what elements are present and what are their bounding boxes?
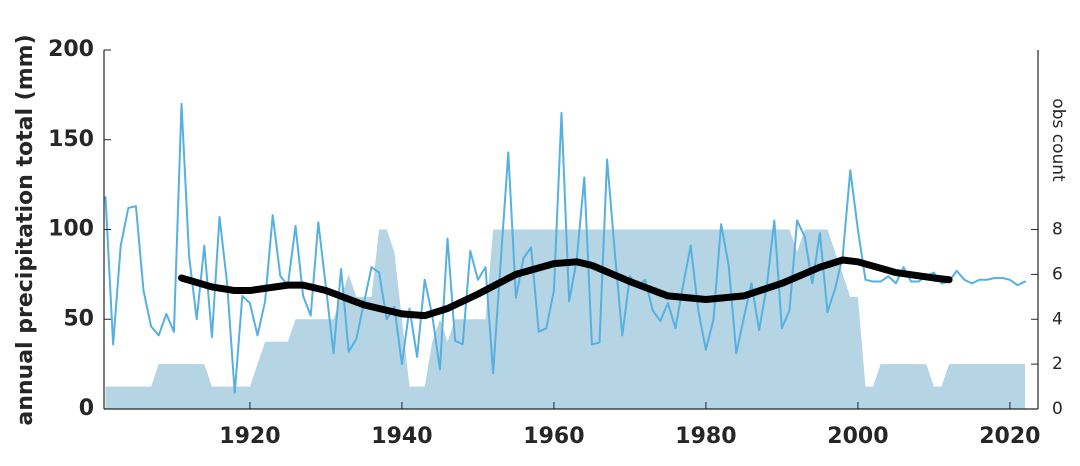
x-tick-label: 1940: [371, 424, 432, 449]
x-tick-label: 1920: [219, 424, 280, 449]
y-tick-label: 0: [79, 396, 94, 421]
smoothed-line: [178, 256, 953, 320]
x-tick-label: 2000: [827, 424, 888, 449]
x-tick-label: 1980: [675, 424, 736, 449]
y2-axis-label: obs count: [1048, 98, 1068, 182]
y-tick-label: 100: [48, 217, 94, 242]
y2-tick-label: 6: [1052, 264, 1063, 284]
y-axis-label: annual precipitation total (mm): [13, 34, 38, 425]
y2-tick-label: 4: [1052, 309, 1063, 329]
x-tick-label: 2020: [979, 424, 1040, 449]
x-tick-label: 1960: [523, 424, 584, 449]
y-tick-label: 50: [63, 306, 94, 331]
precip-line: [104, 102, 1027, 394]
y-tick-label: 150: [48, 127, 94, 152]
plot-area: [104, 102, 1027, 409]
obs-count-area: [105, 229, 1026, 409]
y2-tick-label: 2: [1052, 354, 1063, 374]
y2-tick-label: 0: [1052, 399, 1063, 419]
y2-tick-label: 8: [1052, 220, 1063, 240]
y-tick-label: 200: [48, 37, 94, 62]
